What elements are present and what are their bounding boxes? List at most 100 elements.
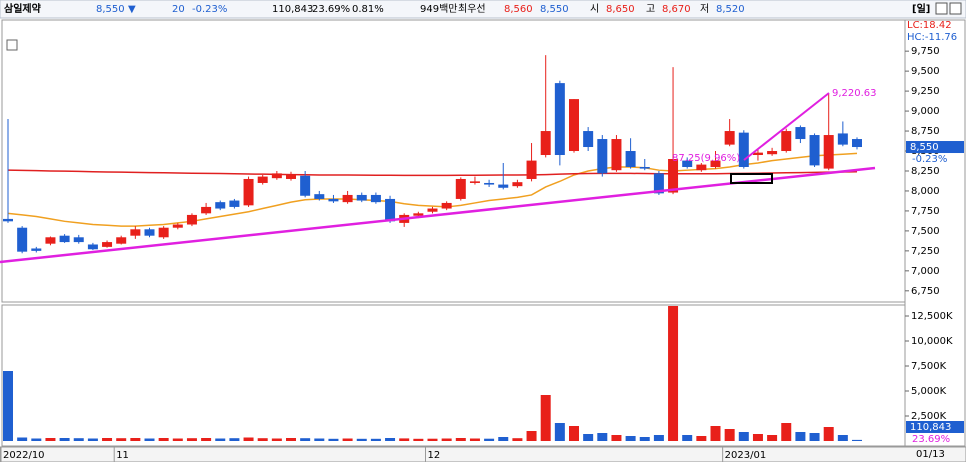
box-marker (730, 173, 773, 184)
volume-bar (356, 438, 367, 441)
axis-panel (904, 19, 966, 447)
volume-bar (314, 438, 325, 441)
price-panel (1, 19, 906, 303)
volume-bar (102, 438, 113, 441)
candle-body (710, 160, 721, 167)
turnover: 23.69% (312, 4, 350, 15)
volume-bar (144, 438, 155, 441)
volume-bar (172, 438, 183, 441)
min-button[interactable] (935, 2, 948, 15)
candle-body (484, 182, 495, 185)
y-tick-label: 9,500 (911, 66, 940, 77)
candle-body (823, 135, 834, 169)
header-bar (0, 0, 966, 19)
candle-body (342, 194, 353, 203)
volume-bar (116, 438, 127, 441)
volume-bar (526, 431, 537, 441)
volume-bar (852, 439, 862, 441)
best-ask: 8,560 (504, 4, 533, 15)
volume-bar (469, 438, 480, 441)
trend-line (743, 92, 830, 161)
y-tick-label: 9,000 (911, 106, 940, 117)
annotation: 87.25(9.96%) (672, 153, 740, 164)
candle-body (370, 194, 381, 203)
candle-body (781, 131, 792, 152)
y-tick-label: 7,500 (911, 226, 940, 237)
candle-body (413, 213, 424, 216)
volume-bar (668, 306, 679, 441)
volume-bar (809, 433, 820, 441)
trend-line (0, 166, 876, 264)
candle-body (498, 184, 509, 188)
volume-bar (597, 433, 608, 441)
period[interactable]: [일] (912, 2, 930, 15)
v-tick-label: 12,500K (911, 311, 953, 322)
candle-body (469, 181, 480, 183)
y-tick-label: 8,000 (911, 186, 940, 197)
candle-body (696, 164, 707, 171)
high-label: 고 (646, 4, 655, 15)
settings-icon[interactable] (6, 39, 18, 51)
volume-bar (215, 438, 226, 441)
candle-body (795, 127, 806, 140)
candle-body (837, 133, 848, 145)
candle-body (3, 218, 13, 222)
candle-body (668, 159, 679, 193)
candle-body (328, 198, 339, 202)
volume-tag (906, 421, 964, 433)
candle-body (17, 227, 28, 252)
v-tick-label: 10,000K (911, 336, 953, 347)
volume-bar (767, 435, 778, 441)
candle-body (540, 131, 551, 156)
candle-body (144, 229, 155, 236)
volume-bar (271, 438, 282, 441)
max-button[interactable] (949, 2, 962, 15)
low-label: 저 (700, 3, 709, 15)
volume-bar (752, 434, 763, 441)
candle-body (271, 173, 282, 179)
candle-body (116, 237, 127, 244)
volume-bar (540, 395, 551, 441)
volume-bar (328, 438, 339, 441)
candle-body (653, 173, 664, 194)
candle-body (611, 139, 622, 171)
candle-body (201, 206, 212, 214)
candle-body (172, 224, 183, 228)
volume-tag-label: 110,843 (910, 422, 951, 433)
x-axis-bar (0, 446, 966, 463)
ratio: 0.81% (352, 4, 384, 15)
stock-name[interactable]: 삼일제약 (4, 2, 42, 15)
y-tick-label: 7,000 (911, 266, 940, 277)
volume-bar (59, 438, 70, 441)
v-tick-label: 5,000K (911, 386, 947, 397)
volume-bar (554, 423, 565, 441)
volume-bar (639, 437, 650, 441)
candle-body (682, 160, 693, 167)
volume-bar (186, 438, 197, 441)
high: 8,670 (662, 4, 691, 15)
candle-body (87, 244, 98, 250)
volume-bar (130, 438, 141, 441)
arrow: ▼ (128, 4, 136, 15)
volume-bar (3, 371, 13, 441)
candle-body (286, 174, 296, 179)
low: 8,520 (716, 4, 745, 15)
candle-body (102, 242, 113, 247)
candle-body (625, 151, 636, 167)
volume-bar (724, 429, 735, 441)
hc-label: HC:-11.76 (907, 32, 957, 43)
y-tick-label: 6,750 (911, 286, 940, 297)
best-label: 최우선 (458, 3, 486, 15)
volume-bar (625, 436, 636, 441)
y-tick-label: 7,750 (911, 206, 940, 217)
candle-body (455, 178, 466, 199)
volume-bar (795, 432, 806, 441)
candle-body (752, 152, 763, 156)
volume-bar (441, 438, 452, 441)
volume-bar (696, 436, 707, 441)
candle-body (186, 214, 197, 225)
volume-bar (243, 437, 254, 441)
volume-bar (653, 435, 664, 441)
candle-body (724, 131, 735, 145)
change-pct: -0.23% (192, 4, 227, 15)
